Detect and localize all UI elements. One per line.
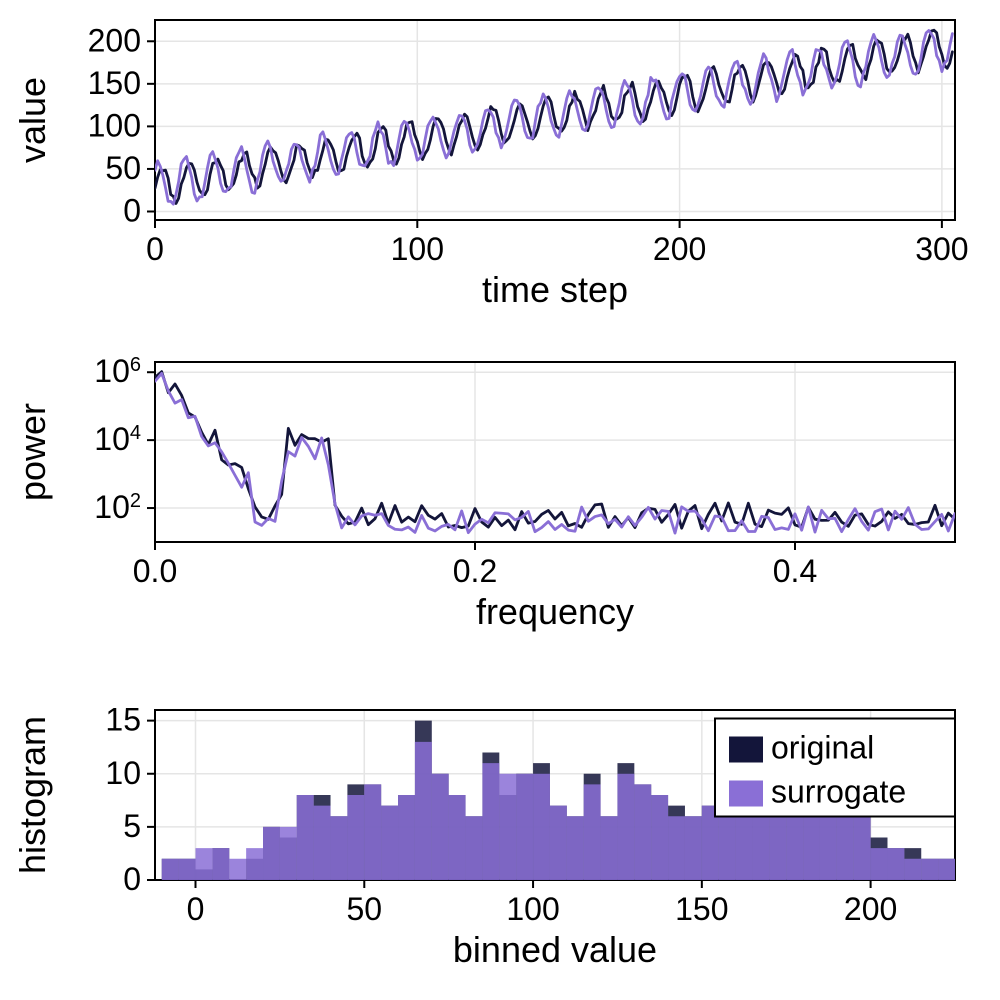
svg-text:0: 0 (187, 891, 205, 927)
svg-text:0.0: 0.0 (133, 553, 177, 589)
svg-text:200: 200 (88, 22, 141, 58)
svg-text:power: power (12, 403, 53, 501)
svg-text:300: 300 (915, 231, 968, 267)
svg-text:value: value (12, 77, 53, 163)
svg-text:100: 100 (506, 891, 559, 927)
svg-text:binned value: binned value (453, 929, 657, 970)
svg-text:104: 104 (94, 421, 141, 457)
svg-text:0: 0 (146, 231, 164, 267)
svg-text:frequency: frequency (476, 591, 634, 632)
svg-text:0.2: 0.2 (453, 553, 497, 589)
svg-text:100: 100 (88, 107, 141, 143)
svg-text:150: 150 (675, 891, 728, 927)
svg-text:200: 200 (844, 891, 897, 927)
svg-text:50: 50 (105, 150, 141, 186)
legend: original surrogate (715, 719, 955, 817)
figure-container: 0100200300050100150200time stepvalue0.00… (0, 0, 1000, 1000)
svg-text:0.4: 0.4 (773, 553, 817, 589)
svg-text:150: 150 (88, 65, 141, 101)
svg-text:200: 200 (653, 231, 706, 267)
svg-text:15: 15 (105, 702, 141, 738)
svg-text:100: 100 (391, 231, 444, 267)
svg-text:102: 102 (94, 489, 141, 525)
svg-text:0: 0 (123, 861, 141, 897)
figure-svg: 0100200300050100150200time stepvalue0.00… (0, 0, 1000, 1000)
svg-text:0: 0 (123, 192, 141, 228)
svg-text:time step: time step (482, 269, 628, 310)
svg-text:5: 5 (123, 808, 141, 844)
svg-text:106: 106 (94, 353, 141, 389)
svg-text:10: 10 (105, 755, 141, 791)
svg-text:histogram: histogram (12, 716, 53, 874)
svg-text:original: original (771, 730, 874, 766)
svg-text:50: 50 (346, 891, 382, 927)
svg-text:surrogate: surrogate (771, 774, 906, 810)
